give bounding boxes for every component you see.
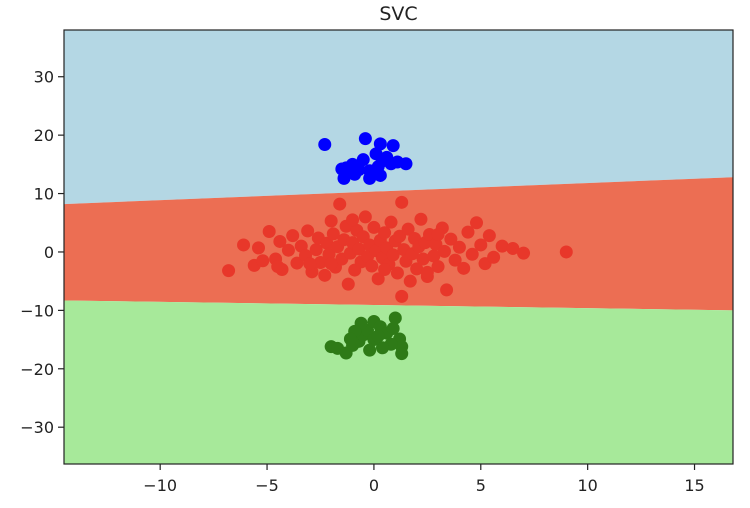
data-point: [384, 215, 398, 229]
y-tick-label: −20: [20, 360, 54, 379]
data-point: [222, 264, 236, 278]
data-point: [395, 347, 409, 361]
data-point: [440, 283, 454, 297]
x-tick-label: 5: [476, 476, 486, 495]
data-point: [506, 241, 520, 255]
chart-title: SVC: [379, 3, 417, 25]
data-point: [326, 227, 340, 241]
data-point: [401, 222, 415, 236]
data-point: [341, 277, 355, 291]
data-point: [313, 255, 327, 269]
data-point: [414, 212, 428, 226]
data-point: [358, 210, 372, 224]
data-point: [358, 132, 372, 146]
data-point: [474, 238, 488, 252]
plot-frame: [63, 29, 734, 465]
data-point: [384, 157, 398, 171]
data-point: [386, 248, 400, 262]
data-point: [363, 171, 377, 185]
data-point: [320, 236, 334, 250]
y-tick-label: 0: [44, 243, 54, 262]
y-tick-label: −30: [20, 418, 54, 437]
y-tick-label: −10: [20, 301, 54, 320]
x-tick-label: −10: [143, 476, 177, 495]
data-point: [252, 241, 266, 255]
data-point: [457, 261, 471, 275]
data-point: [378, 262, 392, 276]
data-point: [416, 252, 430, 266]
data-point: [410, 262, 424, 276]
data-point: [290, 256, 304, 270]
data-point: [375, 341, 389, 355]
data-point: [237, 238, 251, 252]
data-point: [431, 227, 445, 241]
data-point: [367, 220, 381, 234]
data-point: [318, 137, 332, 151]
plot-area: [64, 30, 733, 464]
data-point: [395, 195, 409, 209]
data-point: [333, 197, 347, 211]
data-point: [487, 250, 501, 264]
data-point: [399, 157, 413, 171]
data-point: [271, 260, 285, 274]
data-point: [431, 260, 445, 274]
data-point: [403, 274, 417, 288]
data-point: [318, 268, 332, 282]
x-tick-label: 0: [369, 476, 379, 495]
data-point: [448, 253, 462, 267]
data-point: [356, 153, 370, 167]
data-point: [420, 265, 434, 279]
data-point: [495, 239, 509, 253]
x-tick-label: 10: [577, 476, 597, 495]
data-point: [324, 214, 338, 228]
data-point: [371, 272, 385, 286]
data-point: [273, 234, 287, 248]
data-point: [371, 329, 385, 343]
data-point: [256, 254, 270, 268]
data-point: [461, 225, 475, 239]
data-point: [348, 167, 362, 181]
points-layer: [222, 132, 573, 361]
data-point: [281, 243, 295, 257]
y-tick-label: 20: [34, 126, 54, 145]
data-point: [324, 257, 338, 271]
x-tick-label: −5: [255, 476, 279, 495]
data-point: [452, 240, 466, 254]
data-point: [373, 168, 387, 182]
x-axis: −10 −5 0 5 10 15: [143, 464, 705, 495]
data-point: [262, 225, 276, 239]
data-point: [427, 249, 441, 263]
y-tick-label: 10: [34, 185, 54, 204]
data-point: [517, 246, 531, 260]
y-axis: 30 20 10 0 −10 −20 −30: [20, 68, 64, 437]
data-point: [470, 216, 484, 230]
data-point: [390, 266, 404, 280]
data-point: [301, 224, 315, 238]
data-point: [286, 229, 300, 243]
data-point: [363, 343, 377, 357]
data-point: [337, 171, 351, 185]
data-point: [343, 332, 357, 346]
data-point: [386, 321, 400, 335]
data-point: [444, 232, 458, 246]
data-point: [365, 259, 379, 273]
y-tick-label: 30: [34, 68, 54, 87]
x-tick-label: 15: [684, 476, 704, 495]
data-point: [559, 245, 573, 259]
data-point: [303, 257, 317, 271]
region-top: [64, 30, 733, 205]
data-point: [482, 229, 496, 243]
region-bottom: [64, 300, 733, 464]
data-point: [437, 244, 451, 258]
data-point: [386, 139, 400, 153]
data-point: [309, 243, 323, 257]
data-point: [352, 242, 366, 256]
data-point: [378, 226, 392, 240]
data-point: [465, 247, 479, 261]
data-point: [373, 137, 387, 151]
data-point: [388, 311, 402, 325]
data-point: [395, 289, 409, 303]
data-point: [346, 213, 360, 227]
